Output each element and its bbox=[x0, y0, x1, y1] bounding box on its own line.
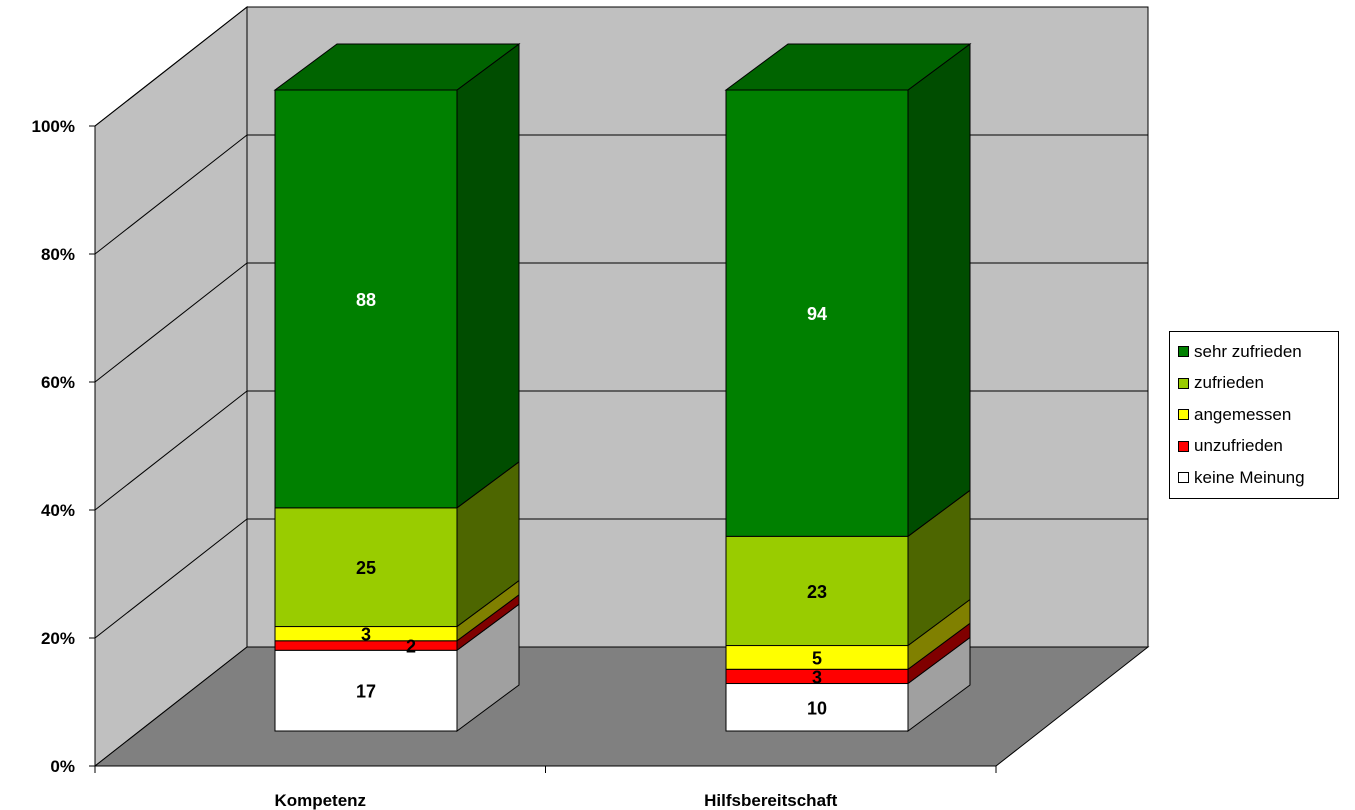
x-category-label: Hilfsbereitschaft bbox=[704, 791, 838, 810]
chart-walls bbox=[93, 5, 1150, 768]
data-label-angemessen: 5 bbox=[812, 648, 822, 668]
gridline-side bbox=[94, 6, 248, 127]
legend-label: sehr zufrieden bbox=[1194, 341, 1302, 361]
legend-item: zufrieden bbox=[1178, 368, 1338, 400]
y-tick-label: 80% bbox=[41, 245, 75, 264]
data-label-angemessen: 3 bbox=[361, 625, 371, 645]
y-tick-label: 100% bbox=[32, 117, 75, 136]
legend: sehr zufrieden zufrieden angemessen unzufri… bbox=[1169, 331, 1339, 499]
gridline-side bbox=[94, 390, 248, 511]
legend-swatch bbox=[1178, 472, 1189, 484]
bar-segment-keine-meinung bbox=[274, 649, 458, 732]
gridline-side bbox=[94, 134, 248, 255]
legend-item: keine Meinung bbox=[1178, 462, 1338, 494]
legend-item: sehr zufrieden bbox=[1178, 336, 1338, 368]
bar-top-sehr-zufrieden bbox=[273, 43, 521, 91]
axes: 0% 20% 40% 60% 80% 100% Kompetenz Hilfsbereitsc… bbox=[32, 117, 997, 810]
data-label-keine-meinung: 10 bbox=[807, 698, 827, 718]
legend-swatch bbox=[1178, 440, 1189, 452]
legend-label: unzufrieden bbox=[1194, 436, 1283, 456]
data-label-sehr-zufrieden: 94 bbox=[807, 304, 827, 324]
data-label-zufrieden: 25 bbox=[356, 558, 376, 578]
floor bbox=[93, 646, 1150, 767]
bar-top-sehr-zufrieden bbox=[724, 43, 972, 91]
y-tick-label: 40% bbox=[41, 501, 75, 520]
data-label-unzufrieden: 3 bbox=[812, 667, 822, 687]
y-tick-label: 60% bbox=[41, 373, 75, 392]
side-wall bbox=[94, 5, 248, 768]
bar-segment-sehr-zufrieden bbox=[725, 89, 909, 537]
y-tick-label: 20% bbox=[41, 629, 75, 648]
bar-segment-sehr-zufrieden bbox=[274, 89, 458, 509]
legend-item: angemessen bbox=[1178, 399, 1338, 431]
data-label-sehr-zufrieden: 88 bbox=[356, 290, 376, 310]
bar-segment-zufrieden bbox=[725, 535, 909, 647]
legend-item: unzufrieden bbox=[1178, 431, 1338, 463]
data-label-keine-meinung: 17 bbox=[356, 682, 376, 702]
legend-label: keine Meinung bbox=[1194, 467, 1305, 487]
legend-swatch bbox=[1178, 409, 1189, 421]
bar-side-sehr-zufrieden bbox=[907, 43, 971, 538]
data-label-zufrieden: 23 bbox=[807, 582, 827, 602]
y-tick-label: 0% bbox=[50, 757, 75, 776]
bar-segment-zufrieden bbox=[274, 507, 458, 628]
gridline-side bbox=[94, 518, 248, 639]
legend-label: zufrieden bbox=[1194, 373, 1264, 393]
legend-swatch bbox=[1178, 346, 1189, 358]
bars bbox=[273, 43, 972, 732]
bar-side-sehr-zufrieden bbox=[456, 43, 520, 509]
legend-label: angemessen bbox=[1194, 404, 1292, 424]
legend-swatch bbox=[1178, 377, 1189, 389]
x-category-label: Kompetenz bbox=[274, 791, 366, 810]
gridline-side bbox=[94, 262, 248, 383]
bar-hilfsbereitschaft bbox=[724, 43, 972, 732]
bar-kompetenz bbox=[273, 43, 521, 732]
data-label-unzufrieden: 2 bbox=[406, 637, 416, 657]
